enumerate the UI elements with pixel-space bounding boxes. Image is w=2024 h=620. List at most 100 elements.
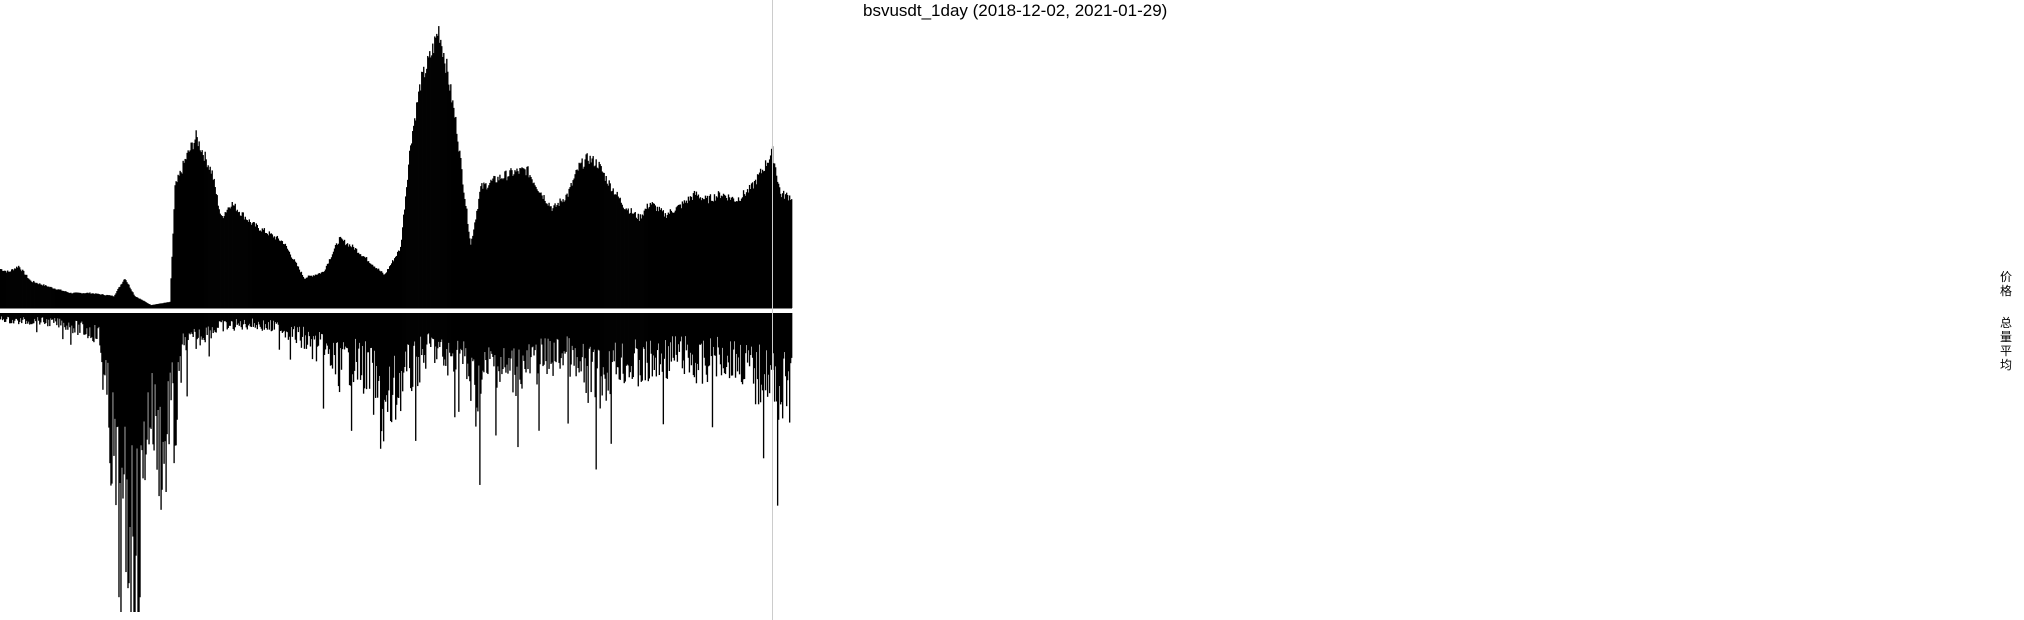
volume-bar: [663, 313, 666, 359]
price-bar: [235, 211, 237, 308]
volume-bar: [166, 313, 168, 435]
volume-bar: [362, 313, 365, 394]
volume-bar: [742, 313, 745, 380]
volume-bar: [558, 313, 560, 363]
price-bar: [516, 168, 518, 308]
price-bar: [135, 296, 137, 308]
price-bar: [355, 248, 358, 308]
price-bar: [385, 272, 388, 308]
price-bar: [128, 284, 130, 308]
price-bar: [566, 193, 568, 308]
volume-bar: [552, 313, 554, 376]
price-bar: [703, 199, 706, 308]
price-bar: [145, 302, 147, 308]
price-bar: [727, 194, 730, 308]
price-bar: [357, 252, 360, 308]
volume-bar: [346, 313, 349, 349]
volume-bar: [8, 313, 10, 318]
volume-bar: [370, 313, 373, 348]
volume-bar: [38, 313, 40, 321]
volume-bar: [265, 313, 268, 328]
price-bar: [375, 268, 378, 308]
price-bar: [79, 292, 81, 308]
volume-bar: [455, 313, 457, 370]
volume-bar: [580, 313, 582, 372]
price-bar: [664, 213, 667, 308]
price-bar: [230, 206, 232, 308]
price-bar: [172, 233, 174, 308]
volume-bar: [133, 313, 135, 612]
volume-bar: [27, 313, 29, 324]
volume-bar: [249, 313, 251, 327]
volume-bar: [131, 313, 133, 446]
price-bar: [450, 84, 452, 308]
price-bar: [396, 255, 398, 308]
volume-bar: [687, 313, 690, 358]
volume-bar: [33, 313, 35, 324]
price-bar: [670, 210, 673, 308]
price-bar: [284, 243, 287, 308]
price-bar: [547, 205, 549, 308]
price-bar: [584, 159, 586, 308]
volume-bar: [491, 313, 493, 354]
price-bar: [649, 202, 651, 308]
volume-bar: [641, 313, 643, 381]
volume-bar: [788, 313, 791, 423]
price-bar: [699, 197, 702, 308]
price-bar: [208, 169, 210, 308]
price-bar: [170, 278, 172, 308]
volume-bar: [188, 313, 190, 334]
volume-bar: [251, 313, 253, 319]
volume-bar: [79, 313, 81, 333]
volume-bar: [234, 313, 236, 328]
price-bar: [556, 204, 558, 308]
price-bar: [694, 194, 697, 308]
price-bar: [2, 270, 4, 308]
price-bar: [293, 259, 296, 308]
volume-bar: [759, 313, 762, 403]
price-bar: [665, 217, 668, 308]
volume-bar: [355, 313, 358, 362]
volume-bar: [457, 313, 459, 341]
volume-bar: [678, 313, 681, 352]
price-bar: [287, 250, 290, 308]
volume-bar: [630, 313, 632, 367]
volume-bar: [181, 313, 183, 345]
volume-bar: [233, 313, 235, 331]
volume-bar: [108, 313, 110, 428]
volume-bar: [760, 313, 763, 385]
volume-bar: [568, 313, 570, 339]
volume-bar: [182, 313, 184, 334]
volume-bar: [119, 313, 121, 484]
price-bar: [617, 196, 619, 308]
price-bar: [38, 284, 40, 308]
volume-bar: [301, 313, 304, 337]
volume-bar: [701, 313, 704, 384]
price-bar: [261, 228, 264, 308]
volume-bar: [226, 313, 228, 330]
volume-bar: [229, 313, 231, 326]
volume-bar: [325, 313, 328, 344]
price-bar: [55, 289, 57, 308]
volume-bar: [65, 313, 67, 330]
volume-bar: [289, 313, 292, 360]
volume-bar: [463, 313, 465, 342]
volume-bar: [372, 313, 375, 415]
price-bar: [59, 289, 61, 308]
volume-bar: [639, 313, 641, 376]
price-bar: [452, 100, 454, 309]
price-bar: [783, 198, 786, 308]
volume-bar: [295, 313, 298, 344]
price-bar: [256, 224, 258, 308]
volume-bar: [512, 313, 514, 393]
price-bar: [340, 238, 343, 308]
price-bar: [93, 293, 95, 308]
volume-bar: [256, 313, 258, 330]
price-bar: [733, 201, 736, 308]
price-bar: [506, 180, 508, 308]
price-bar: [513, 174, 515, 308]
price-bar: [605, 175, 607, 308]
volume-bar: [606, 313, 608, 373]
volume-bar: [588, 313, 590, 349]
price-bar: [11, 269, 13, 308]
